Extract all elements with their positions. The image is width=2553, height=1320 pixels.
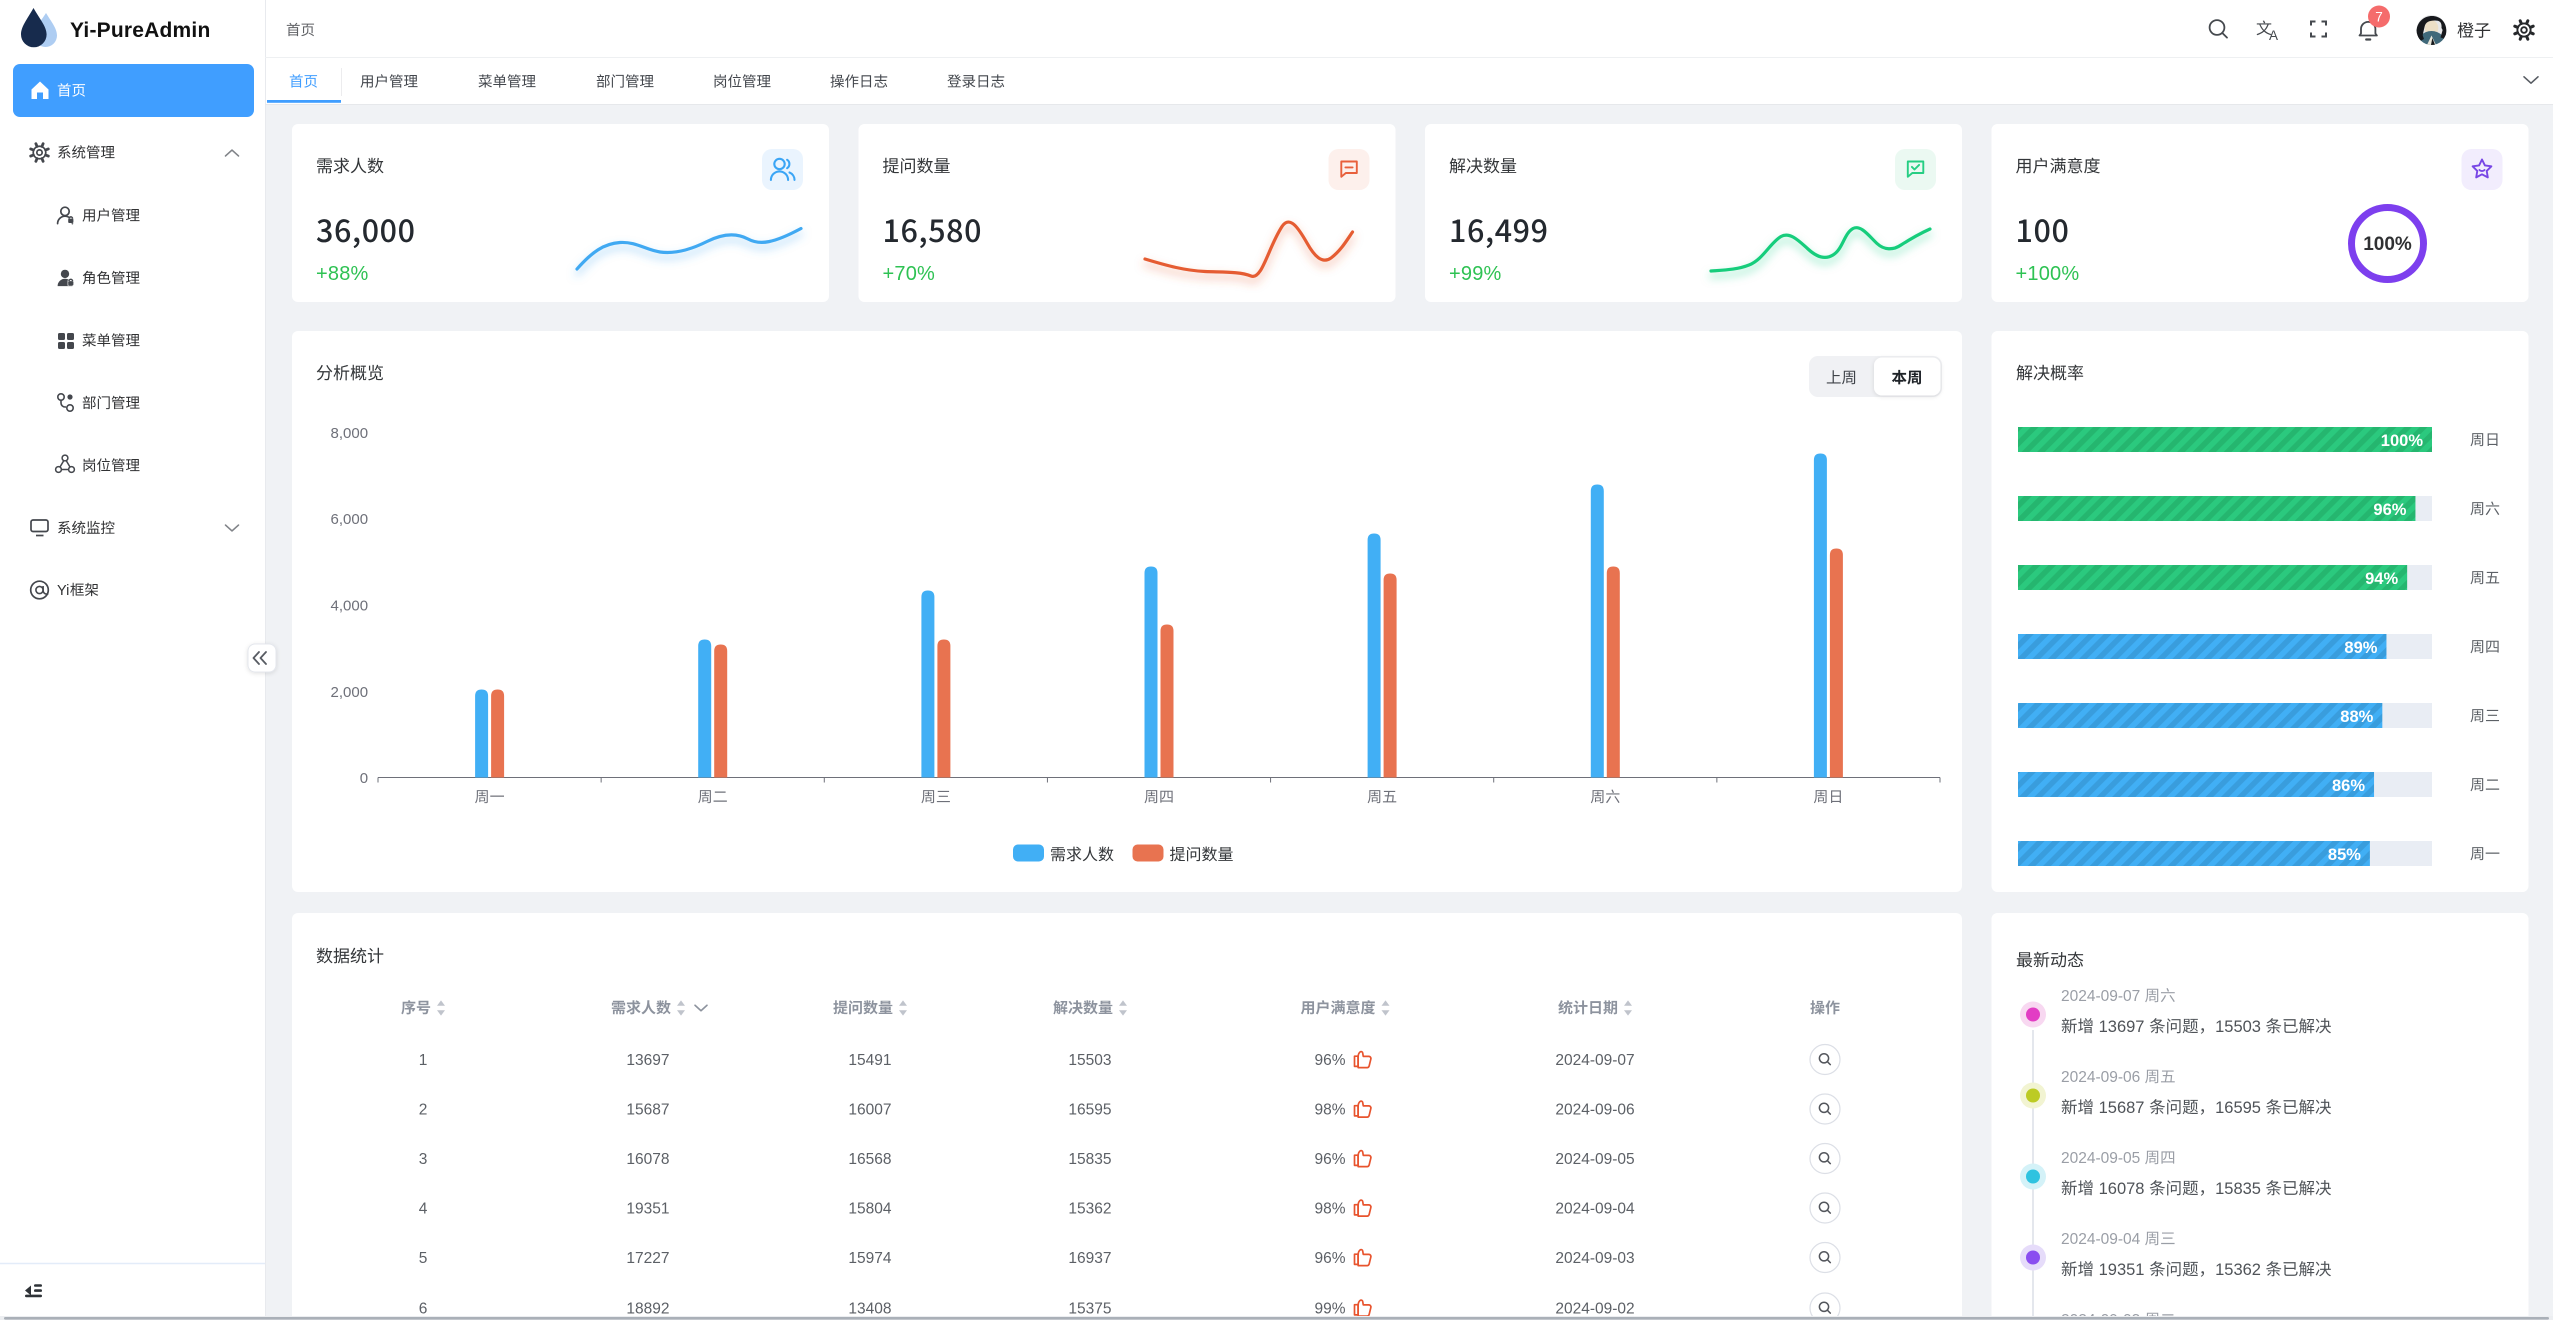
svg-text:16568: 16568 xyxy=(848,1151,891,1168)
svg-text:16078: 16078 xyxy=(626,1151,669,1168)
svg-text:15974: 15974 xyxy=(848,1250,891,1267)
svg-text:6: 6 xyxy=(419,1301,428,1318)
svg-text:19351: 19351 xyxy=(626,1201,669,1218)
svg-text:16007: 16007 xyxy=(848,1102,891,1119)
svg-text:16595: 16595 xyxy=(1068,1102,1111,1119)
svg-text:13697: 13697 xyxy=(626,1052,669,1069)
svg-text:7: 7 xyxy=(2375,10,2383,25)
svg-text:13697: 13697 xyxy=(2099,1018,2145,1036)
svg-text:15835: 15835 xyxy=(1068,1151,1111,1168)
svg-text:19351: 19351 xyxy=(2099,1261,2145,1279)
svg-text:2024-09-04: 2024-09-04 xyxy=(2061,1231,2141,1248)
svg-text:15687: 15687 xyxy=(626,1102,669,1119)
svg-text:6,000: 6,000 xyxy=(331,511,369,528)
svg-text:1: 1 xyxy=(419,1052,428,1069)
svg-text:89%: 89% xyxy=(2344,639,2377,657)
svg-text:4: 4 xyxy=(419,1201,428,1218)
svg-text:16595: 16595 xyxy=(2215,1099,2261,1117)
svg-text:96%: 96% xyxy=(1315,1151,1346,1168)
svg-text:96%: 96% xyxy=(1315,1052,1346,1069)
svg-text:2024-09-04: 2024-09-04 xyxy=(1555,1201,1635,1218)
svg-text:5: 5 xyxy=(419,1250,428,1267)
svg-text:100%: 100% xyxy=(2381,432,2424,450)
svg-text:A: A xyxy=(2269,28,2278,43)
svg-text:15375: 15375 xyxy=(1068,1301,1111,1318)
svg-text:0: 0 xyxy=(360,770,368,787)
svg-text:86%: 86% xyxy=(2332,777,2365,795)
svg-text:99%: 99% xyxy=(1315,1301,1346,1318)
svg-text:16937: 16937 xyxy=(1068,1250,1111,1267)
svg-text:+100%: +100% xyxy=(2016,263,2080,285)
svg-text:2024-09-07: 2024-09-07 xyxy=(2061,988,2140,1005)
svg-text:96%: 96% xyxy=(2373,501,2406,519)
svg-text:8,000: 8,000 xyxy=(331,425,369,442)
svg-text:85%: 85% xyxy=(2328,846,2361,864)
svg-text:2024-09-05: 2024-09-05 xyxy=(1555,1151,1634,1168)
svg-text:96%: 96% xyxy=(1315,1250,1346,1267)
svg-text:15503: 15503 xyxy=(1068,1052,1111,1069)
svg-text:3: 3 xyxy=(419,1151,428,1168)
svg-text:4,000: 4,000 xyxy=(331,598,369,615)
svg-text:98%: 98% xyxy=(1315,1102,1346,1119)
svg-text:2,000: 2,000 xyxy=(331,684,369,701)
svg-text:2024-09-03: 2024-09-03 xyxy=(1555,1250,1634,1267)
svg-text:15835: 15835 xyxy=(2215,1180,2261,1198)
svg-text:16078: 16078 xyxy=(2099,1180,2145,1198)
svg-text:18892: 18892 xyxy=(626,1301,669,1318)
svg-text:2024-09-06: 2024-09-06 xyxy=(2061,1069,2140,1086)
svg-text:2: 2 xyxy=(419,1102,428,1119)
svg-text:Yi-PureAdmin: Yi-PureAdmin xyxy=(70,19,210,42)
svg-text:15687: 15687 xyxy=(2099,1099,2145,1117)
svg-text:2024-09-06: 2024-09-06 xyxy=(1555,1102,1634,1119)
svg-text:15503: 15503 xyxy=(2215,1018,2261,1036)
svg-text:+70%: +70% xyxy=(883,263,936,285)
svg-text:17227: 17227 xyxy=(626,1250,669,1267)
svg-text:+99%: +99% xyxy=(1449,263,1502,285)
svg-text:15362: 15362 xyxy=(1068,1201,1111,1218)
svg-text:15804: 15804 xyxy=(848,1201,891,1218)
svg-text:98%: 98% xyxy=(1315,1201,1346,1218)
svg-text:88%: 88% xyxy=(2340,708,2373,726)
svg-text:15362: 15362 xyxy=(2215,1261,2261,1279)
svg-text:15491: 15491 xyxy=(848,1052,891,1069)
svg-text:+88%: +88% xyxy=(316,263,369,285)
svg-text:94%: 94% xyxy=(2365,570,2398,588)
svg-text:2024-09-02: 2024-09-02 xyxy=(1555,1301,1634,1318)
svg-text:2024-09-05: 2024-09-05 xyxy=(2061,1150,2140,1167)
svg-text:13408: 13408 xyxy=(848,1301,891,1318)
svg-text:2024-09-07: 2024-09-07 xyxy=(1555,1052,1634,1069)
svg-text:100%: 100% xyxy=(2363,234,2412,255)
svg-text:Yi: Yi xyxy=(57,583,69,599)
